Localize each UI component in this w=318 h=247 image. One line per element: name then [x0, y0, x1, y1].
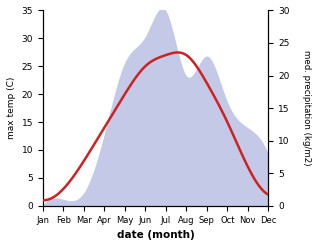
Y-axis label: max temp (C): max temp (C): [7, 77, 16, 139]
Y-axis label: med. precipitation (kg/m2): med. precipitation (kg/m2): [302, 50, 311, 166]
X-axis label: date (month): date (month): [117, 230, 194, 240]
